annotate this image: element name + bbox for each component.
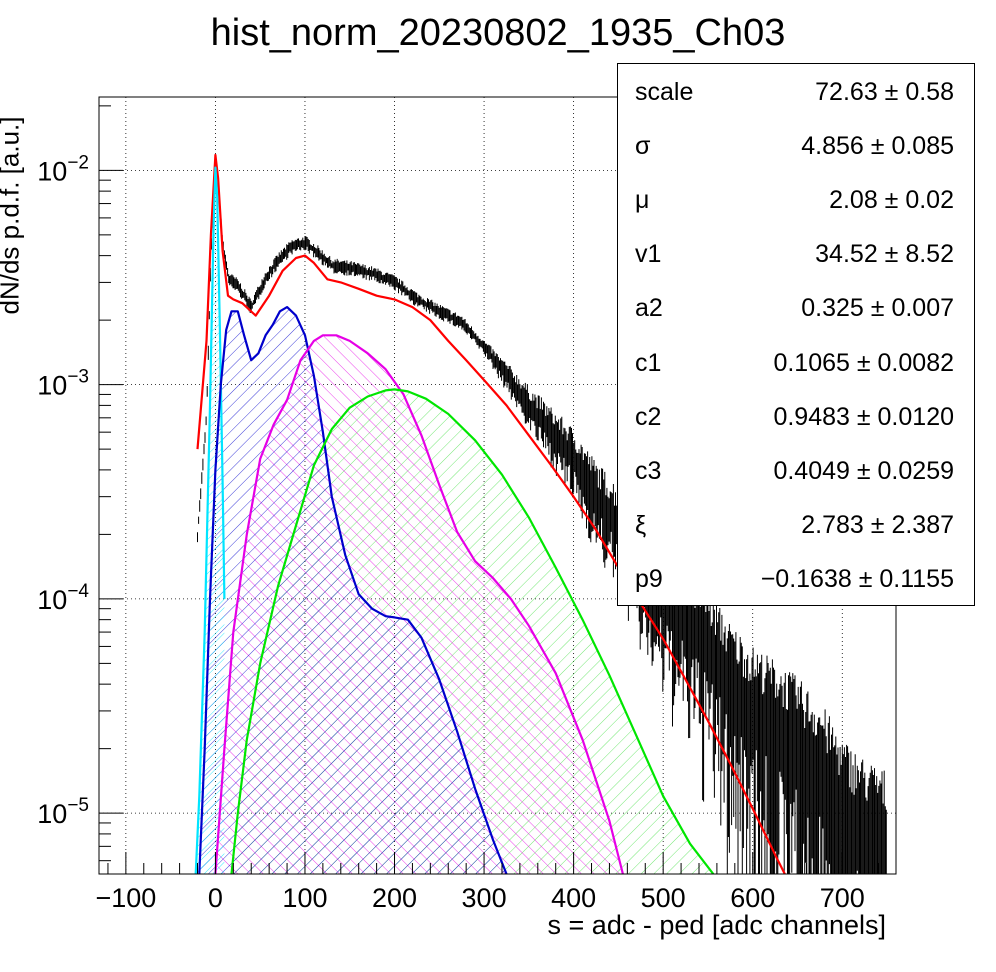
- stat-value: −0.1638 ± 0.1155: [760, 564, 954, 593]
- pedestal-curve: [194, 166, 226, 874]
- stat-row-5: c1 0.1065 ± 0.0082: [618, 337, 974, 391]
- stat-value: 0.325 ± 0.007: [801, 294, 954, 323]
- stat-name: v1: [635, 240, 662, 269]
- y-tick-label: 10−5: [37, 795, 89, 829]
- x-tick-label: 400: [551, 883, 596, 913]
- component-fills: [195, 167, 714, 874]
- stat-row-1: σ 4.856 ± 0.085: [618, 120, 974, 174]
- stat-value: 2.783 ± 2.387: [801, 510, 954, 539]
- stat-name: a2: [635, 294, 663, 323]
- x-tick-label: 100: [282, 883, 327, 913]
- x-tick-label: −100: [95, 883, 156, 913]
- stat-value: 0.9483 ± 0.0120: [773, 402, 954, 431]
- stat-name: c2: [635, 402, 662, 431]
- stat-value: 72.63 ± 0.58: [815, 78, 954, 106]
- stat-row-8: ξ 2.783 ± 2.387: [618, 499, 974, 553]
- x-tick-label: 300: [462, 883, 507, 913]
- stat-value: 0.1065 ± 0.0082: [773, 348, 954, 377]
- stat-name: c1: [635, 348, 662, 377]
- component-3-curve: [230, 388, 715, 874]
- x-tick-label: 600: [730, 883, 775, 913]
- total-fit-curve: [196, 153, 787, 874]
- stat-row-2: μ 2.08 ± 0.02: [618, 174, 974, 228]
- stat-row-0: scale 72.63 ± 0.58: [618, 66, 974, 120]
- x-axis-label: s = adc - ped [adc channels]: [547, 910, 886, 940]
- axes: −100 0 100 200 300 400 500 600 700 10−5 10−4 10−3 10…: [37, 105, 879, 913]
- stat-name: σ: [635, 132, 651, 161]
- stat-value: 34.52 ± 8.52: [815, 240, 954, 269]
- x-tick-label: 500: [641, 883, 686, 913]
- stat-name: p9: [635, 564, 663, 593]
- stat-row-4: a2 0.325 ± 0.007: [618, 282, 974, 336]
- stat-value: 4.856 ± 0.085: [801, 132, 954, 161]
- x-tick-label: 200: [372, 883, 417, 913]
- x-tick-label: 700: [820, 883, 865, 913]
- stat-row-3: v1 34.52 ± 8.52: [618, 228, 974, 282]
- stat-name: ξ: [635, 510, 647, 539]
- component-1-fill: [199, 307, 507, 874]
- stat-row-6: c2 0.9483 ± 0.0120: [618, 391, 974, 445]
- component-1-curve: [198, 306, 508, 874]
- fit-curves: [194, 153, 787, 874]
- chart-title: hist_norm_20230802_1935_Ch03: [210, 12, 786, 54]
- stat-row-9: p9 −0.1638 ± 0.1155: [618, 553, 974, 607]
- y-axis-label: dN/ds p.d.f. [a.u.]: [0, 116, 25, 315]
- stat-value: 2.08 ± 0.02: [829, 186, 954, 215]
- stat-name: scale: [635, 78, 694, 106]
- y-tick-label: 10−3: [37, 367, 89, 401]
- y-tick-label: 10−2: [37, 152, 89, 186]
- stat-name: μ: [635, 186, 650, 215]
- fit-stats-box: scale 72.63 ± 0.58 σ 4.856 ± 0.085 μ 2.08 ± 0…: [617, 63, 975, 606]
- component-2-curve: [214, 334, 624, 874]
- stat-name: c3: [635, 456, 662, 485]
- y-tick-label: 10−4: [37, 581, 89, 615]
- stat-value: 0.4049 ± 0.0259: [773, 456, 954, 485]
- x-tick-label: 0: [208, 883, 223, 913]
- stat-row-7: c3 0.4049 ± 0.0259: [618, 445, 974, 499]
